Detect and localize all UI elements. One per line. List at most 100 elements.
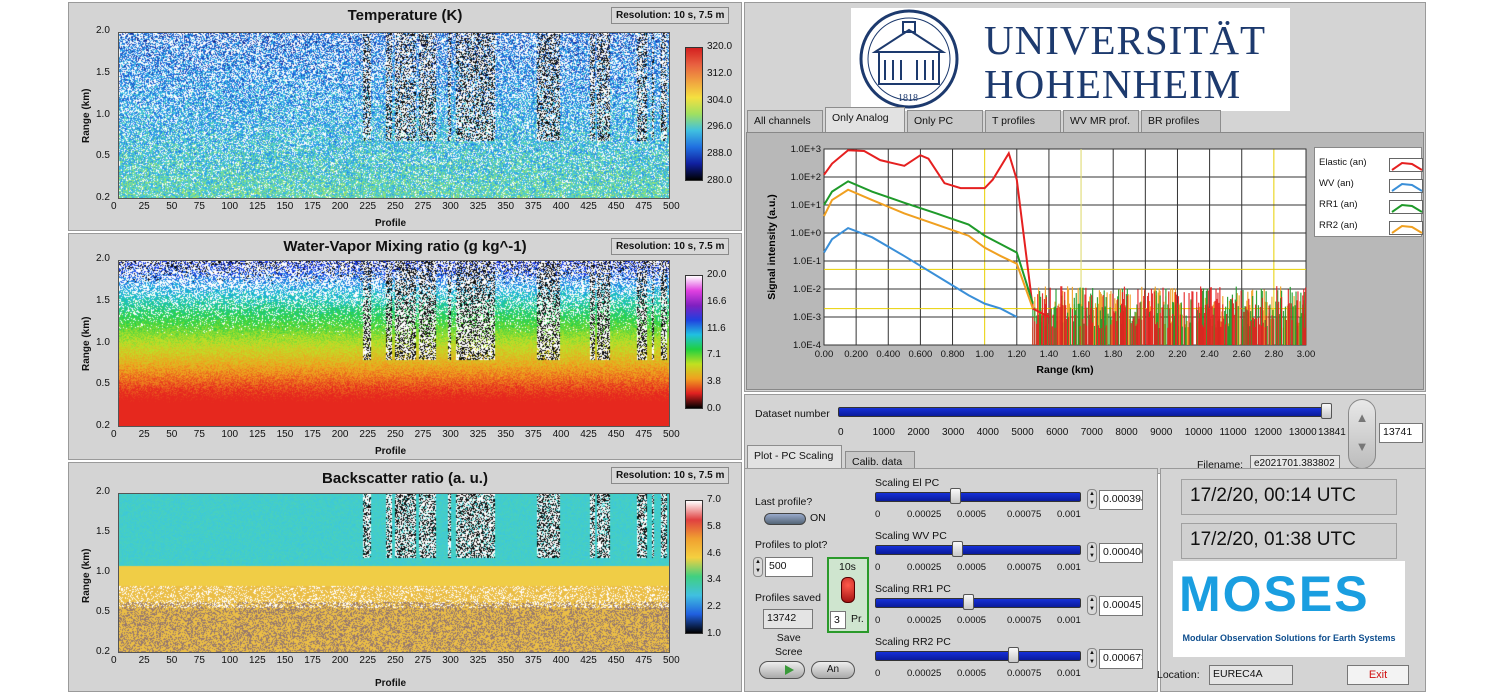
x-tick: 400 (552, 201, 570, 212)
y-tick: 1.5 (96, 294, 110, 306)
x-tick: 300 (442, 429, 459, 440)
dataset-slider-thumb[interactable] (1321, 403, 1332, 419)
tab-plot-pc-scaling[interactable]: Plot - PC Scaling (747, 445, 842, 470)
x-tick: 475 (635, 655, 653, 666)
moses-logo-text: MOSES (1179, 566, 1370, 622)
tab-calib-data[interactable]: Calib. data (845, 451, 915, 470)
x-tick: 200 (331, 655, 349, 666)
x-tick: 225 (359, 429, 377, 440)
university-logo: 1818 UNIVERSITÄT HOHENHEIM (851, 8, 1290, 111)
scaling-spinner[interactable]: ▲ ▼ (1087, 542, 1097, 562)
legend-swatch (1389, 200, 1423, 214)
time-panel: 17/2/20, 00:14 UTC 17/2/20, 01:38 UTC MO… (1157, 468, 1426, 692)
settings-tab-bar: Plot - PC Scaling Calib. data (747, 445, 927, 470)
scaling-tick: 0.00025 (907, 562, 942, 573)
x-tick: 225 (359, 201, 377, 212)
scaling-slider-fill[interactable] (875, 598, 1081, 608)
analysis-button[interactable]: An (811, 661, 855, 679)
y-tick-label: 1.0E-2 (793, 284, 821, 295)
x-tick: 500 (663, 429, 680, 440)
time-switch-box: 10s 3 Pr. (827, 557, 869, 633)
scaling-tick: 0 (875, 615, 881, 626)
x-tick: 350 (497, 429, 515, 440)
scaling-slider-thumb[interactable] (950, 488, 962, 504)
x-tick: 200 (331, 201, 349, 212)
tab-all-channels[interactable]: All channels (747, 110, 823, 132)
tab-wv-mr-profiles[interactable]: WV MR prof. (1063, 110, 1139, 132)
x-tick-label: 0.600 (909, 349, 933, 360)
dataset-up-icon[interactable]: ▲ (1355, 410, 1369, 425)
dataset-down-icon[interactable]: ▼ (1355, 439, 1369, 454)
x-tick-label: 2.00 (1136, 349, 1155, 360)
scaling-slider-thumb[interactable] (1008, 647, 1020, 663)
x-tick-label: 2.80 (1265, 349, 1284, 360)
scaling-value[interactable]: 0.000673 (1099, 649, 1143, 669)
scaling-row: Scaling RR1 PC ▲ ▼ 0.00045 0 0.00025 0.0005 0.0… (871, 583, 1161, 633)
x-tick: 250 (387, 655, 404, 666)
x-tick: 100 (221, 429, 239, 440)
scaling-slider-fill[interactable] (875, 492, 1081, 502)
colorbar-tick: 3.4 (707, 574, 721, 586)
scaling-slider-thumb[interactable] (962, 594, 974, 610)
scaling-tick: 0.0005 (957, 509, 987, 520)
scaling-value[interactable]: 0.000400 (1099, 543, 1143, 563)
legend-swatch (1389, 179, 1423, 193)
scaling-tick: 0.00075 (1007, 509, 1042, 520)
legend-label: Elastic (an) (1319, 157, 1367, 168)
temperature-panel: Temperature (K) Resolution: 10 s, 7.5 m … (68, 2, 742, 231)
scaling-spinner[interactable]: ▲ ▼ (1087, 648, 1097, 668)
tab-t-profiles[interactable]: T profiles (985, 110, 1061, 132)
dataset-tick: 12000 (1254, 427, 1282, 438)
series-line (823, 226, 1018, 318)
profiles-to-plot-input[interactable]: 500 (765, 557, 813, 577)
scaling-spinner[interactable]: ▲ ▼ (1087, 595, 1097, 615)
colorbar-tick: 4.6 (707, 547, 721, 559)
dataset-slider[interactable] (838, 407, 1328, 417)
tab-br-profiles[interactable]: BR profiles (1141, 110, 1221, 132)
scaling-tick: 0 (875, 562, 881, 573)
y-tick-label: 1.0E-3 (793, 312, 821, 323)
x-tick-label: 0.00 (815, 349, 834, 360)
x-tick: 425 (580, 201, 597, 212)
scaling-spinner[interactable]: ▲ ▼ (1087, 489, 1097, 509)
scaling-tick: 0 (875, 509, 881, 520)
scaling-row: Scaling El PC ▲ ▼ 0.000394 0 0.00025 0.0005 0.0… (871, 477, 1161, 527)
watervapor-title: Water-Vapor Mixing ratio (g kg^-1) (283, 238, 527, 255)
colorbar-tick: 288.0 (707, 148, 733, 160)
save-screen-button[interactable] (759, 661, 805, 679)
scaling-slider-thumb[interactable] (952, 541, 964, 557)
signal-ylabel: Signal intensity (a.u.) (766, 194, 778, 300)
x-tick: 50 (166, 201, 178, 212)
scaling-label: Scaling RR2 PC (875, 636, 951, 648)
x-tick: 300 (442, 655, 459, 666)
exit-button[interactable]: Exit (1347, 665, 1409, 685)
last-profile-toggle[interactable] (764, 513, 806, 525)
dataset-value[interactable]: 13741 (1379, 423, 1423, 443)
colorbar-tick: 304.0 (707, 94, 733, 106)
dataset-stepper[interactable]: ▲ ▼ (1348, 399, 1376, 469)
y-tick: 0.5 (96, 606, 110, 617)
tab-only-analog[interactable]: Only Analog (825, 107, 905, 132)
switch-lever-icon[interactable] (841, 577, 855, 603)
temperature-title: Temperature (K) (347, 7, 463, 24)
switch-top-label: 10s (839, 561, 856, 573)
dataset-tick: 13841 (1318, 427, 1346, 438)
x-tick: 25 (138, 655, 150, 666)
scaling-value[interactable]: 0.00045 (1099, 596, 1143, 616)
y-tick: 1.0 (96, 336, 110, 348)
x-tick: 325 (469, 655, 487, 666)
save-screen-label: Save Scree (775, 632, 803, 658)
colorbar-tick: 2.2 (707, 601, 721, 613)
x-tick: 425 (580, 429, 597, 440)
scaling-slider-fill[interactable] (875, 545, 1081, 555)
x-tick: 500 (663, 201, 680, 212)
university-seal-year: 1818 (898, 93, 918, 104)
legend-entry: RR2 (an) (1319, 219, 1423, 237)
switch-value[interactable]: 3 (830, 611, 846, 629)
x-tick: 0 (111, 201, 117, 212)
scaling-slider-fill[interactable] (875, 651, 1081, 661)
tab-only-pc[interactable]: Only PC (907, 110, 983, 132)
scaling-row: Scaling WV PC ▲ ▼ 0.000400 0 0.00025 0.0005 0.0… (871, 530, 1161, 580)
scaling-value[interactable]: 0.000394 (1099, 490, 1143, 510)
profiles-to-plot-spinner[interactable]: ▲ ▼ (753, 557, 763, 577)
